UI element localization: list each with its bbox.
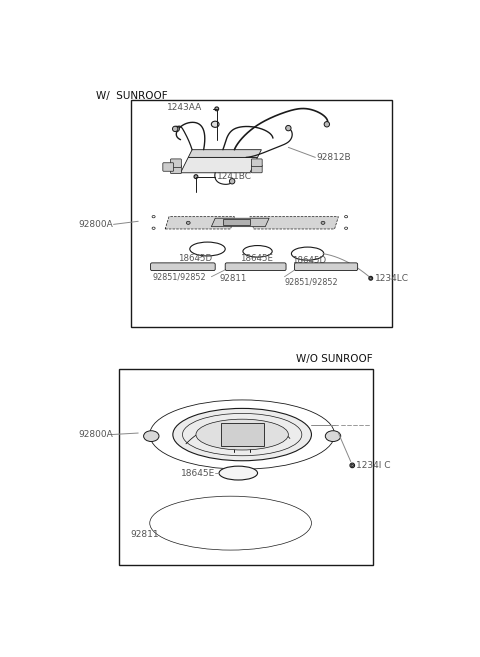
- Ellipse shape: [350, 463, 355, 468]
- Text: 92812B: 92812B: [317, 153, 351, 162]
- Text: W/O SUNROOF: W/O SUNROOF: [296, 354, 372, 364]
- Text: 1234LC: 1234LC: [375, 274, 409, 283]
- Ellipse shape: [325, 431, 341, 442]
- Text: 1243AA: 1243AA: [167, 103, 202, 112]
- Ellipse shape: [194, 175, 198, 179]
- FancyBboxPatch shape: [225, 263, 286, 271]
- FancyBboxPatch shape: [151, 263, 215, 271]
- Ellipse shape: [144, 431, 159, 442]
- Ellipse shape: [172, 126, 178, 131]
- Ellipse shape: [211, 121, 219, 127]
- Ellipse shape: [215, 107, 219, 111]
- Ellipse shape: [345, 227, 348, 229]
- Ellipse shape: [152, 215, 155, 218]
- Ellipse shape: [351, 464, 353, 466]
- Polygon shape: [180, 158, 258, 173]
- Ellipse shape: [219, 466, 258, 480]
- FancyBboxPatch shape: [295, 263, 358, 271]
- Text: 92800A: 92800A: [78, 220, 113, 229]
- Text: 18645D: 18645D: [292, 256, 326, 265]
- Bar: [131, 100, 392, 327]
- Ellipse shape: [370, 277, 372, 279]
- Ellipse shape: [174, 126, 180, 131]
- Polygon shape: [188, 150, 262, 158]
- Text: 92800A: 92800A: [78, 430, 113, 439]
- Text: 1234I C: 1234I C: [356, 461, 391, 470]
- Ellipse shape: [152, 227, 155, 229]
- Bar: [223, 219, 250, 225]
- Text: 92851/92852: 92851/92852: [285, 278, 338, 286]
- Ellipse shape: [229, 179, 235, 184]
- Ellipse shape: [345, 215, 348, 218]
- FancyBboxPatch shape: [252, 159, 262, 167]
- Polygon shape: [138, 214, 361, 232]
- Text: 92811: 92811: [219, 274, 246, 283]
- Text: W/  SUNROOF: W/ SUNROOF: [96, 91, 168, 101]
- Text: 1241BC: 1241BC: [217, 172, 252, 181]
- Ellipse shape: [142, 492, 319, 554]
- Polygon shape: [142, 263, 358, 269]
- Polygon shape: [138, 201, 361, 214]
- Text: 18645D: 18645D: [178, 254, 212, 263]
- Text: 92851/92852: 92851/92852: [152, 272, 206, 281]
- Polygon shape: [221, 423, 264, 446]
- Polygon shape: [250, 217, 338, 229]
- Ellipse shape: [186, 221, 190, 225]
- Ellipse shape: [196, 419, 288, 450]
- Text: 18645E: 18645E: [180, 468, 215, 478]
- Ellipse shape: [173, 409, 312, 461]
- Ellipse shape: [146, 397, 338, 472]
- Polygon shape: [165, 217, 234, 229]
- Ellipse shape: [369, 277, 372, 280]
- Ellipse shape: [324, 122, 330, 127]
- FancyBboxPatch shape: [170, 165, 181, 173]
- FancyBboxPatch shape: [163, 163, 174, 171]
- Ellipse shape: [286, 125, 291, 131]
- Text: 92811: 92811: [131, 530, 159, 539]
- Text: 18645E: 18645E: [240, 254, 273, 263]
- Polygon shape: [138, 263, 361, 271]
- FancyBboxPatch shape: [252, 165, 262, 173]
- Bar: [119, 369, 373, 566]
- FancyBboxPatch shape: [170, 159, 181, 168]
- Ellipse shape: [321, 221, 325, 225]
- Polygon shape: [211, 218, 269, 227]
